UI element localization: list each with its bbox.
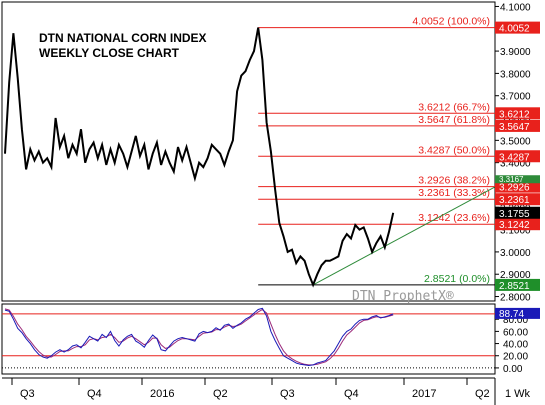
fib-price-tag bbox=[495, 107, 540, 120]
ind-tick-label: 0.00 bbox=[503, 364, 523, 375]
ind-tick-label: 20.00 bbox=[503, 352, 528, 363]
y-tick-label: 3.6000 bbox=[500, 114, 531, 125]
fib-price-tag-text: 4.0052 bbox=[499, 24, 530, 35]
time-tick-label: 2017 bbox=[412, 388, 436, 400]
time-tick-label: Q2 bbox=[475, 388, 490, 400]
fib-level-label: 3.2926 (38.2%) bbox=[418, 175, 490, 187]
fib-level-label: 3.1242 (23.6%) bbox=[418, 212, 490, 224]
last-price-tag-text: 3.1755 bbox=[499, 209, 530, 220]
time-tick-label: Q3 bbox=[20, 388, 35, 400]
chart-subtitle: WEEKLY CLOSE CHART bbox=[39, 46, 180, 60]
y-tick-label: 3.7000 bbox=[500, 92, 531, 103]
fib-level-label: 3.4287 (50.0%) bbox=[418, 144, 490, 156]
fib-price-tag bbox=[495, 180, 540, 193]
fib-level-label: 3.6212 (66.7%) bbox=[418, 101, 490, 113]
fib-price-tag-text: 3.5647 bbox=[499, 122, 530, 133]
fib-level-label: 2.8521 (0.0%) bbox=[424, 273, 490, 285]
ind-last-tag bbox=[495, 307, 540, 319]
fib-price-tag-text: 3.4287 bbox=[499, 152, 530, 163]
y-tick-label: 3.1000 bbox=[500, 226, 531, 237]
chart-title: DTN NATIONAL CORN INDEX bbox=[39, 31, 207, 45]
price-panel: 4.10004.00003.90003.80003.70003.60003.50… bbox=[4, 2, 540, 304]
ind-tick-label: 40.00 bbox=[503, 340, 528, 351]
time-tick-label: Q3 bbox=[280, 388, 295, 400]
fib-price-tag-text: 2.8521 bbox=[499, 281, 530, 292]
support-trendline bbox=[312, 186, 495, 286]
time-tick-label: Q4 bbox=[344, 388, 359, 400]
y-tick-label: 2.8000 bbox=[500, 293, 531, 304]
slow-stochastic-line bbox=[4, 308, 394, 366]
time-tick-label: Q2 bbox=[213, 388, 228, 400]
fib-price-tag-text: 3.1242 bbox=[499, 220, 530, 231]
y-tick-label: 2.9000 bbox=[500, 270, 531, 281]
last-price-tag bbox=[495, 206, 540, 219]
fib-level-label: 4.0052 (100.0%) bbox=[412, 16, 490, 28]
ind-tick-label: 80.00 bbox=[503, 315, 528, 326]
time-tick-label: 2016 bbox=[150, 388, 174, 400]
time-axis: Q3 Q4 2016 Q2 Q3 Q4 2017 Q2 1 Wk bbox=[11, 378, 531, 405]
fib-price-tag bbox=[495, 278, 540, 291]
time-tick-label: Q4 bbox=[87, 388, 102, 400]
fib-level-label: 3.5647 (61.8%) bbox=[418, 114, 490, 126]
fib-price-tag bbox=[495, 119, 540, 132]
fib-price-tag-text: 3.2361 bbox=[499, 195, 530, 206]
y-tick-label: 3.9000 bbox=[500, 47, 531, 58]
y-tick-label: 3.8000 bbox=[500, 69, 531, 80]
price-series-line bbox=[4, 27, 395, 288]
watermark: DTN ProphetX® bbox=[352, 289, 454, 304]
trend-price-tag-text: 3.3167 bbox=[499, 175, 524, 184]
y-tick-label: 4.1000 bbox=[500, 2, 531, 13]
fib-price-tag bbox=[495, 150, 540, 163]
fib-price-tag-text: 3.6212 bbox=[499, 109, 530, 120]
fib-price-tag bbox=[495, 21, 540, 34]
fib-price-tag-text: 3.2926 bbox=[499, 183, 530, 194]
y-tick-label: 3.5000 bbox=[500, 136, 531, 147]
ind-tick-label: 60.00 bbox=[503, 327, 528, 338]
trend-price-tag bbox=[495, 175, 540, 184]
fast-stochastic-line bbox=[4, 307, 394, 367]
indicator-panel-frame bbox=[1, 303, 496, 375]
fib-price-tag bbox=[495, 218, 540, 231]
fib-level-label: 3.2361 (33.3%) bbox=[418, 187, 490, 199]
y-tick-label: 3.4000 bbox=[500, 159, 531, 170]
fib-price-tag bbox=[495, 193, 540, 206]
interval-label: 1 Wk bbox=[505, 388, 531, 400]
y-tick-label: 3.0000 bbox=[500, 248, 531, 259]
ind-last-tag-text: 88.74 bbox=[499, 309, 524, 320]
